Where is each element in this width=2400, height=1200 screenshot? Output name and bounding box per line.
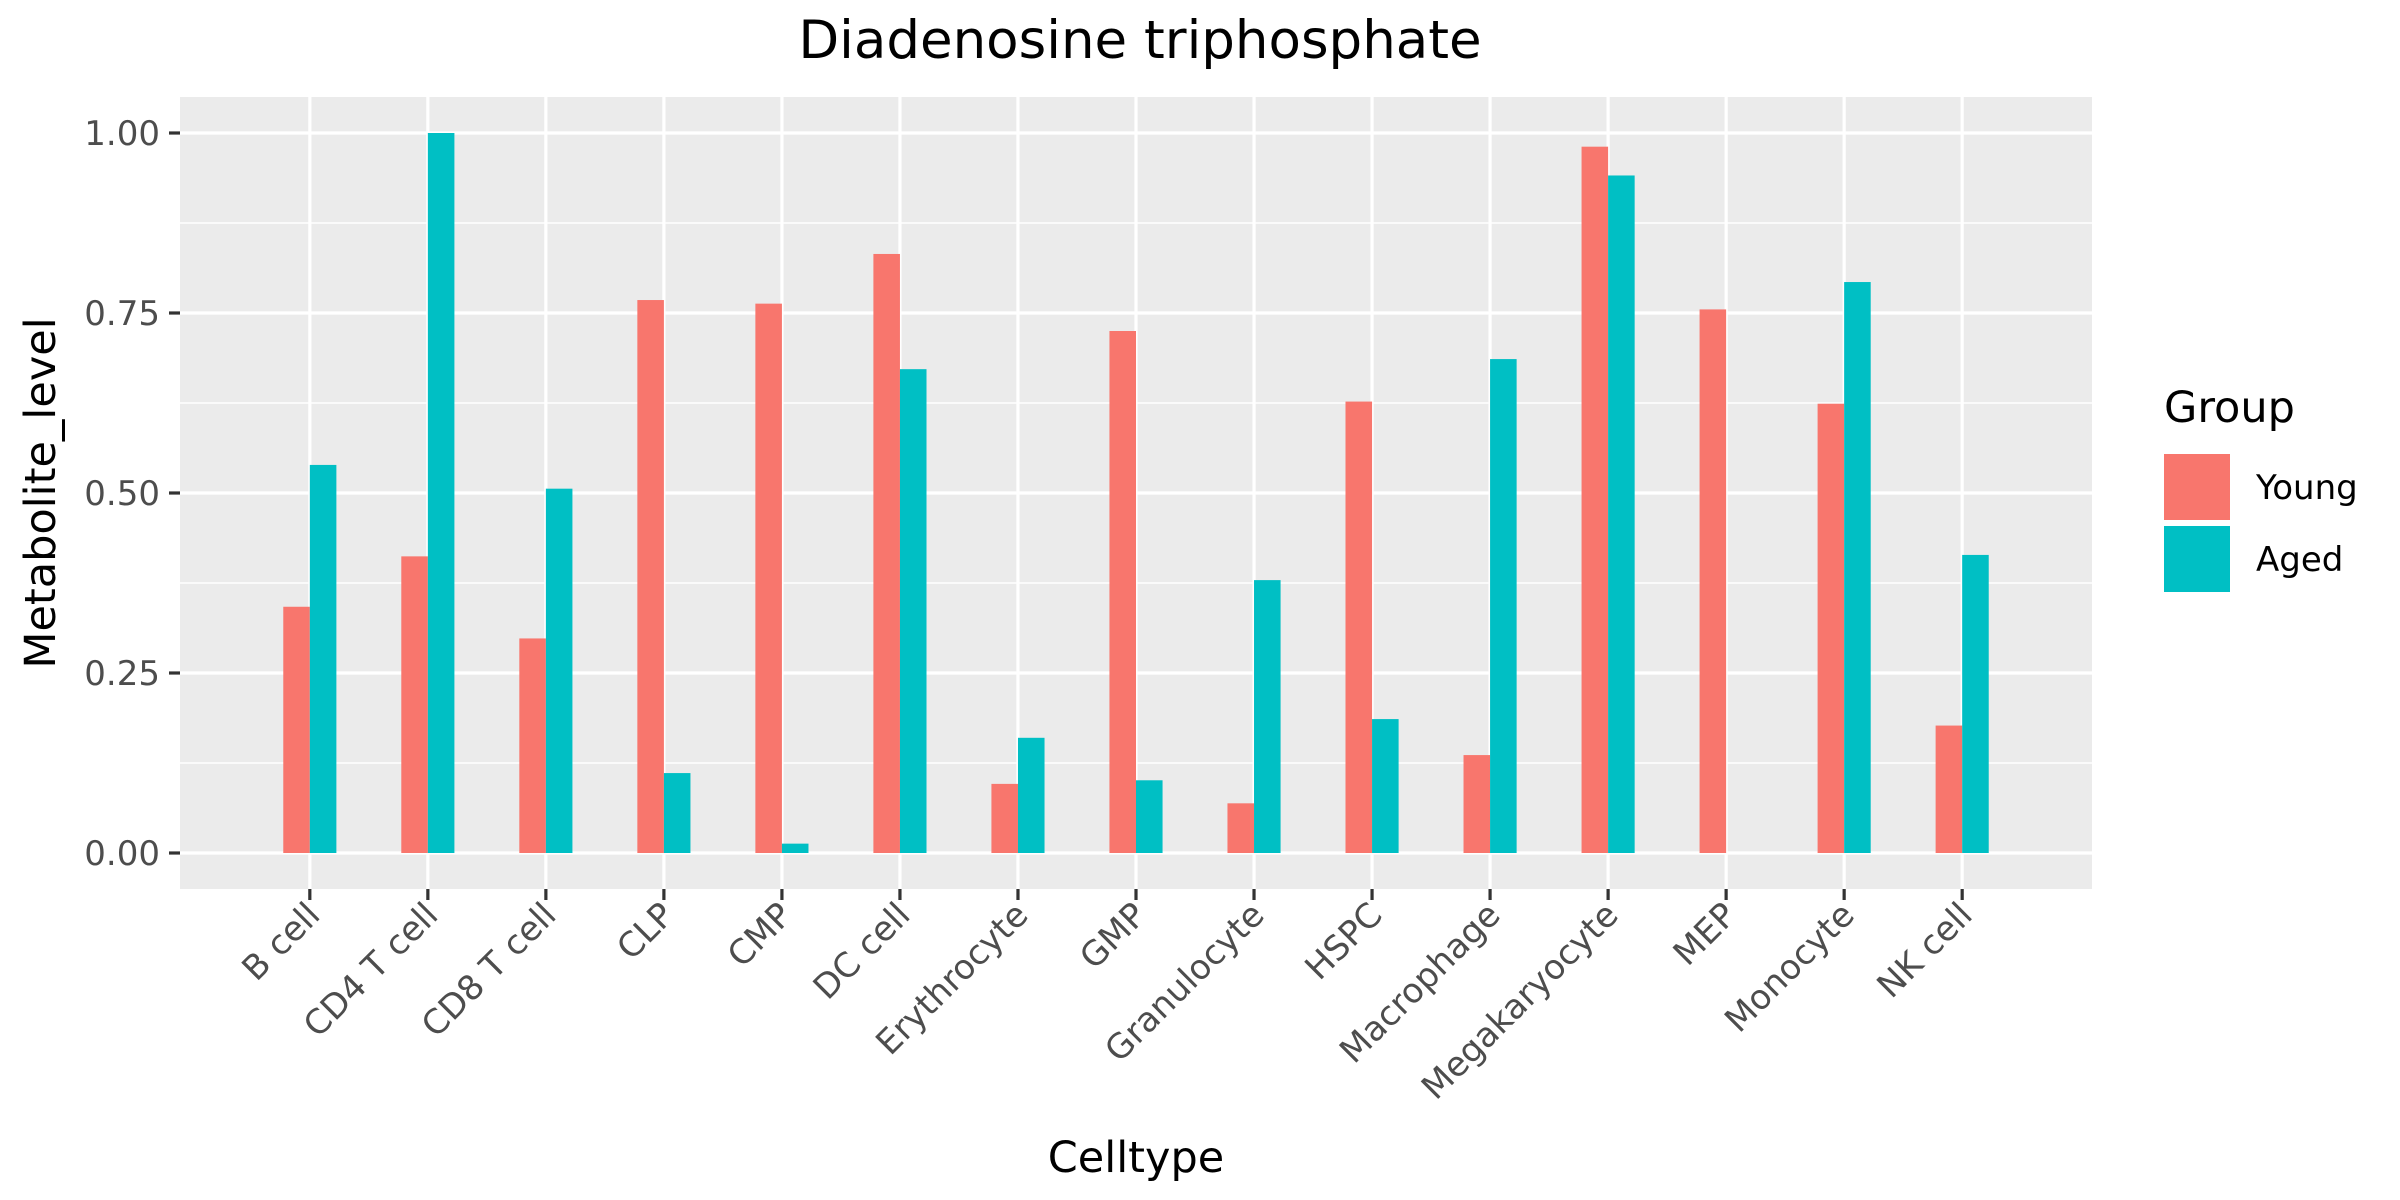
bar-young-cd8-t-cell bbox=[519, 638, 546, 853]
y-axis-title: Metabolite_level bbox=[16, 317, 66, 668]
y-axis: 0.00 0.25 0.50 0.75 1.00 bbox=[84, 114, 180, 874]
bar-aged-cmp bbox=[781, 843, 809, 853]
bar-aged-hspc bbox=[1372, 719, 1399, 853]
x-tick-label: HSPC bbox=[1297, 895, 1390, 988]
bar-aged-monocyte bbox=[1844, 282, 1871, 853]
legend-label-young: Young bbox=[2255, 468, 2358, 508]
bar-aged-cd8-t-cell bbox=[545, 488, 573, 853]
bar-young-monocyte bbox=[1817, 403, 1845, 853]
x-tick-label: Megakaryocyte bbox=[1414, 895, 1627, 1108]
legend-key-aged bbox=[2164, 526, 2230, 592]
bar-young-cmp bbox=[755, 303, 782, 853]
legend-key-young bbox=[2164, 454, 2230, 520]
bars bbox=[283, 133, 1989, 854]
legend: Group Young Aged bbox=[2164, 383, 2358, 592]
bar-young-gmp bbox=[1109, 331, 1136, 853]
bar-aged-nk-cell bbox=[1962, 554, 1989, 853]
bar-aged-macrophage bbox=[1490, 359, 1517, 853]
bar-young-granulocyte bbox=[1227, 803, 1255, 853]
bar-aged-erythrocyte bbox=[1017, 737, 1045, 853]
y-tick-label: 0.00 bbox=[84, 834, 160, 874]
legend-title: Group bbox=[2164, 383, 2295, 433]
bar-young-dc-cell bbox=[873, 253, 900, 853]
x-tick-label: Monocyte bbox=[1717, 895, 1862, 1040]
bar-aged-granulocyte bbox=[1254, 580, 1281, 853]
x-tick-label: CMP bbox=[720, 895, 800, 975]
chart-title: Diadenosine triphosphate bbox=[798, 10, 1481, 71]
x-tick-label: NK cell bbox=[1869, 895, 1980, 1006]
bar-young-b-cell bbox=[283, 606, 310, 853]
bar-young-mep bbox=[1699, 309, 1727, 853]
bar-young-nk-cell bbox=[1935, 725, 1963, 853]
x-tick-label: MEP bbox=[1666, 895, 1745, 974]
bar-aged-cd4-t-cell bbox=[427, 133, 455, 853]
bar-young-cd4-t-cell bbox=[401, 556, 428, 853]
bar-aged-gmp bbox=[1136, 780, 1163, 853]
x-tick-label: CLP bbox=[609, 895, 682, 968]
x-tick-label: DC cell bbox=[806, 895, 919, 1008]
x-axis-title: Celltype bbox=[1048, 1133, 1224, 1183]
y-tick-label: 1.00 bbox=[84, 114, 160, 154]
bar-young-erythrocyte bbox=[991, 783, 1018, 853]
y-tick-label: 0.50 bbox=[84, 474, 160, 514]
bar-young-clp bbox=[637, 300, 664, 853]
bar-young-hspc bbox=[1345, 401, 1373, 853]
bar-young-macrophage bbox=[1463, 755, 1491, 853]
legend-label-aged: Aged bbox=[2256, 540, 2343, 580]
y-tick-label: 0.75 bbox=[84, 294, 160, 334]
bar-aged-dc-cell bbox=[899, 369, 927, 853]
bar-young-megakaryocyte bbox=[1581, 146, 1609, 853]
x-tick-label: B cell bbox=[234, 895, 328, 989]
bar-aged-clp bbox=[663, 773, 691, 853]
bar-aged-b-cell bbox=[309, 464, 337, 853]
bar-aged-megakaryocyte bbox=[1608, 175, 1635, 854]
y-tick-label: 0.25 bbox=[84, 654, 160, 694]
x-tick-label: GMP bbox=[1072, 895, 1154, 977]
